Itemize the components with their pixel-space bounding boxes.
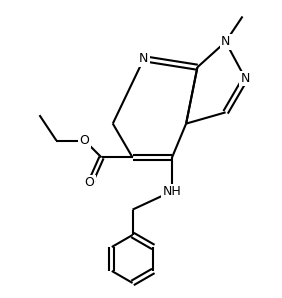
Text: O: O — [80, 134, 90, 147]
Text: N: N — [241, 72, 250, 85]
Text: N: N — [139, 52, 149, 65]
Text: N: N — [221, 35, 230, 48]
Text: O: O — [84, 176, 94, 189]
Text: O: O — [80, 134, 90, 147]
Text: N: N — [221, 35, 230, 48]
Text: O: O — [85, 176, 95, 189]
Text: N: N — [139, 52, 149, 65]
Text: NH: NH — [163, 185, 181, 198]
Text: N: N — [241, 72, 250, 85]
Text: NH: NH — [163, 185, 181, 198]
